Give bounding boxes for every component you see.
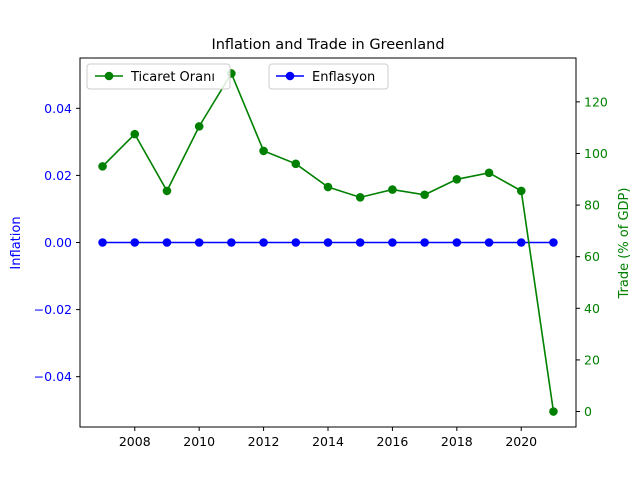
legend-trade: Ticaret Oranı	[86, 63, 231, 90]
x-tick-label: 2012	[248, 434, 280, 449]
y-right-tick-label: 20	[584, 352, 600, 367]
data-point-trade	[194, 122, 204, 131]
x-axis: 2008 2010 2012 2014 2016 2018 2020	[119, 427, 537, 449]
data-point-inflation	[484, 238, 494, 247]
x-tick-label: 2014	[312, 434, 344, 449]
data-point-inflation	[130, 238, 140, 247]
data-point-trade	[420, 190, 429, 200]
chart-title: Inflation and Trade in Greenland	[211, 37, 444, 53]
data-point-trade	[516, 186, 526, 196]
data-point-trade	[291, 159, 301, 169]
data-point-inflation	[420, 238, 429, 247]
x-tick-label: 2008	[119, 434, 151, 449]
data-point-inflation	[452, 238, 462, 247]
x-tick-label: 2010	[183, 434, 215, 449]
data-point-trade	[484, 168, 494, 178]
data-point-trade	[259, 146, 268, 156]
data-point-inflation	[227, 238, 236, 247]
legend-inflation-label: Enflasyon	[312, 70, 375, 85]
y-left-tick-label: 0.00	[44, 235, 72, 250]
data-point-trade	[162, 186, 172, 196]
y-left-tick-label: −0.02	[34, 302, 72, 317]
x-tick-label: 2016	[377, 434, 409, 449]
x-tick-label: 2018	[441, 434, 473, 449]
y-right-tick-label: 120	[584, 94, 608, 109]
legend-trade-label: Ticaret Oranı	[130, 70, 215, 85]
data-point-inflation	[162, 238, 172, 247]
y-left-tick-label: 0.04	[44, 101, 72, 116]
legend-inflation-box	[268, 63, 389, 90]
y-axis-left: −0.04 −0.02 0.00 0.02 0.04	[34, 101, 80, 384]
data-point-inflation	[388, 238, 397, 247]
y-axis-right: 0 20 40 60 80 100 120	[576, 94, 608, 419]
data-point-inflation	[259, 238, 268, 247]
legend-inflation-marker	[285, 71, 295, 81]
legend-trade-box	[86, 63, 231, 90]
y-right-tick-label: 60	[584, 249, 600, 264]
data-point-trade	[452, 174, 462, 184]
data-point-inflation	[98, 238, 107, 247]
data-point-trade	[355, 193, 365, 202]
data-point-trade	[98, 162, 107, 171]
data-point-trade	[549, 407, 558, 416]
y-left-tick-label: 0.02	[44, 168, 72, 183]
y-right-tick-label: 100	[584, 146, 608, 161]
y-axis-right-label: Trade (% of GDP)	[617, 188, 632, 300]
data-point-inflation	[291, 238, 301, 247]
data-point-inflation	[194, 238, 204, 247]
y-left-tick-label: −0.04	[34, 369, 72, 384]
data-point-inflation	[516, 238, 526, 247]
data-point-trade	[388, 185, 397, 194]
y-axis-left-label: Inflation	[9, 216, 24, 269]
data-point-trade	[130, 129, 140, 139]
y-right-tick-label: 80	[584, 198, 600, 213]
data-point-inflation	[549, 238, 558, 247]
y-right-tick-label: 0	[584, 404, 592, 419]
x-tick-label: 2020	[505, 434, 537, 449]
data-point-trade	[323, 182, 333, 192]
legend-inflation: Enflasyon	[268, 63, 389, 90]
y-right-tick-label: 40	[584, 301, 600, 316]
data-point-inflation	[355, 238, 365, 247]
legend-trade-marker	[104, 71, 114, 81]
data-point-inflation	[323, 238, 333, 247]
